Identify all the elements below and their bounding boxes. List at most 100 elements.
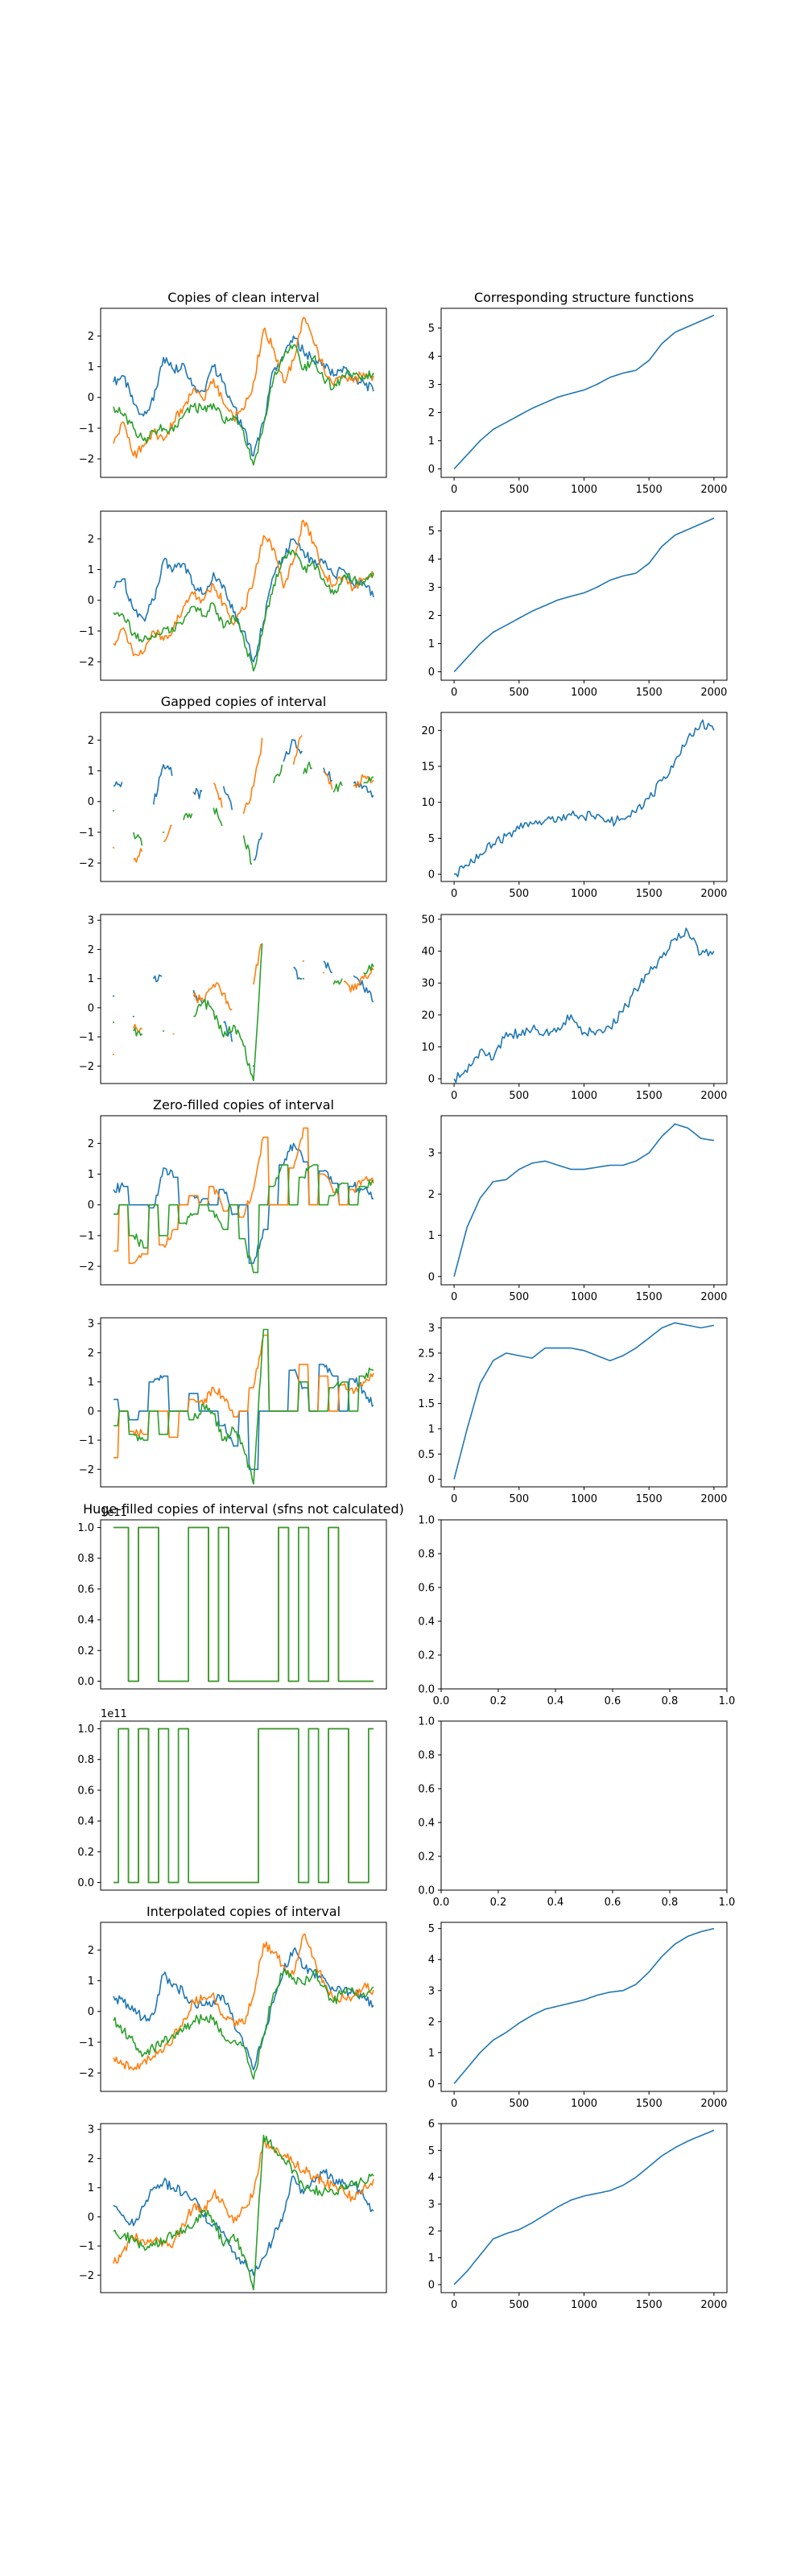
chart-r6c2-xtick-label: 500 xyxy=(509,1493,529,1505)
chart-r8c1-ytick-label: 0.2 xyxy=(77,1847,94,1859)
chart-r3c2-ytick-label: 0 xyxy=(428,869,435,881)
chart-r9c2-xtick-label: 1000 xyxy=(571,2098,597,2110)
chart-r7c1-ytick-label: 0.0 xyxy=(77,1676,94,1688)
chart-r2c2-plot-area xyxy=(441,511,727,680)
chart-r4c1-ytick-label: 3 xyxy=(88,915,94,927)
chart-r9c1-series-3-line xyxy=(113,1968,374,2080)
chart-r9c2-series-1-line xyxy=(453,1927,715,2084)
chart-r8c1-ytick-label: 0.4 xyxy=(77,1816,94,1828)
chart-r1c2-plot-area xyxy=(441,308,727,477)
chart-r7c1-title: Huge-filled copies of interval (sfns not… xyxy=(83,1501,404,1517)
chart-r10c1-ytick-label: 2 xyxy=(88,2153,94,2165)
chart-r6c1-ytick-label: 2 xyxy=(88,1348,94,1360)
chart-r1c1-series-1-line xyxy=(113,335,374,457)
chart-r9c1-ytick-label: 1 xyxy=(88,1975,94,1988)
chart-r4c2-xtick-label: 2000 xyxy=(700,1090,727,1102)
chart-r6c2-ytick-label: 1 xyxy=(428,1423,435,1435)
chart-r4c1-series-2-line xyxy=(133,1023,142,1033)
chart-r8c2-xtick-label: 0.8 xyxy=(662,1897,679,1909)
chart-r4c2-xtick-label: 1000 xyxy=(571,1090,597,1102)
chart-r6c1-ytick-label: 3 xyxy=(88,1319,94,1331)
chart-r6c1-series-3-line xyxy=(114,1328,374,1485)
chart-r3c2-ytick-label: 5 xyxy=(428,833,435,845)
chart-r8c2-xtick-label: 0.6 xyxy=(605,1897,621,1909)
chart-r7c2-ytick-label: 0.2 xyxy=(418,1650,435,1662)
chart-r6c1-plot-area xyxy=(101,1318,386,1487)
chart-r10c1: −2 −1 0 1 2 3 xyxy=(79,2123,387,2293)
chart-r10c1-ytick-label: −2 xyxy=(79,2270,94,2282)
chart-r2c1-frame xyxy=(100,510,387,681)
chart-r1c1-ytick-label: 2 xyxy=(88,331,94,343)
chart-r2c1-series-1-line xyxy=(113,538,374,663)
chart-r3c2: 0 5 10 15 20 0 500 1000 1500 2000 xyxy=(421,712,728,900)
chart-r2c2-xtick-label: 2000 xyxy=(700,687,727,699)
chart-r4c1-ytick-label: 1 xyxy=(88,973,94,985)
chart-r9c1-title: Interpolated copies of interval xyxy=(147,1904,341,1919)
chart-r3c1-plot-area xyxy=(101,712,386,881)
chart-r7c1-ytick-label: 0.8 xyxy=(77,1553,94,1565)
chart-r4c2-ytick-label: 20 xyxy=(421,1009,435,1022)
chart-r10c1-series-3-line xyxy=(113,2134,374,2291)
chart-r9c2-ytick-label: 5 xyxy=(428,1923,435,1935)
chart-r4c1-series-1-line xyxy=(153,974,163,983)
chart-r4c1-ytick-label: −2 xyxy=(79,1061,94,1073)
chart-r10c2-xtick-label: 1500 xyxy=(636,2299,663,2311)
chart-r1c2: 0 1 2 3 4 5 0 500 1000 1500 2000 Corresponding stru… xyxy=(428,290,728,496)
chart-r7c2-xtick-label: 0.6 xyxy=(605,1695,621,1707)
chart-r5c1-ytick-label: 2 xyxy=(88,1138,94,1150)
chart-r6c2-xtick-label: 2000 xyxy=(700,1493,727,1505)
chart-r5c2-xtick-label: 500 xyxy=(509,1291,529,1303)
chart-r1c2-ytick-label: 1 xyxy=(428,436,435,448)
chart-r6c2-xtick-label: 1000 xyxy=(571,1493,597,1505)
chart-r8c2-ytick-label: 0.0 xyxy=(418,1885,435,1897)
chart-r1c1-plot-area xyxy=(101,308,386,477)
chart-r2c2-xtick-label: 1500 xyxy=(636,687,663,699)
chart-r10c2-ytick-label: 4 xyxy=(428,2172,435,2184)
chart-r7c2-xtick-label: 1.0 xyxy=(719,1695,736,1707)
chart-r8c1-ytick-label: 0.6 xyxy=(77,1785,94,1797)
chart-r7c2-ytick-label: 0.6 xyxy=(418,1583,435,1595)
chart-r3c2-xtick-label: 1500 xyxy=(636,888,663,900)
chart-r6c1-ytick-label: 1 xyxy=(88,1377,94,1389)
chart-r6c2-ytick-label: 3 xyxy=(428,1323,435,1335)
chart-r3c1-series-2-line xyxy=(292,735,303,766)
chart-r10c2: 0 1 2 3 4 5 6 0 500 1000 1500 2000 xyxy=(428,2119,728,2311)
chart-r3c1-series-1-line xyxy=(113,781,123,787)
chart-r4c2-xtick-label: 1500 xyxy=(636,1090,663,1102)
chart-r3c2-xtick-label: 2000 xyxy=(700,888,727,900)
chart-r4c2-plot-area xyxy=(441,914,727,1084)
chart-r8c2: 0.0 0.2 0.4 0.6 0.8 1.0 0.0 0.2 0.4 0.6 0.8 1.0 xyxy=(418,1716,735,1909)
chart-r4c2-ytick-label: 0 xyxy=(428,1074,435,1086)
chart-r9c2: 0 1 2 3 4 5 0 500 1000 1500 2000 xyxy=(428,1922,728,2110)
chart-r9c2-plot-area xyxy=(441,1922,727,2091)
chart-r7c2-ytick-label: 1.0 xyxy=(418,1515,435,1527)
chart-r9c2-xtick-label: 2000 xyxy=(700,2098,727,2110)
chart-r6c1-ytick-label: −2 xyxy=(79,1464,94,1476)
chart-r2c2-series-1-line xyxy=(453,518,715,673)
chart-r4c1-series-1-line xyxy=(353,975,374,1003)
chart-r4c1-ytick-label: 2 xyxy=(88,944,94,956)
chart-r2c1-series-2-line xyxy=(113,519,374,657)
chart-r8c1-ytick-label: 1.0 xyxy=(77,1724,94,1736)
chart-r3c1-series-3-line xyxy=(332,781,343,793)
chart-r9c1-frame xyxy=(100,1922,387,2092)
chart-r5c1-frame xyxy=(100,1115,387,1286)
chart-r10c2-series-1-line xyxy=(453,2129,715,2285)
chart-r8c2-frame xyxy=(440,1720,728,1891)
chart-r10c2-xtick-label: 500 xyxy=(509,2299,529,2311)
chart-r10c2-ytick-label: 6 xyxy=(428,2119,435,2131)
chart-r9c2-xtick-label: 0 xyxy=(451,2098,457,2110)
chart-r3c1-series-1-line xyxy=(192,787,203,799)
chart-r1c1-title: Copies of clean interval xyxy=(167,290,319,305)
chart-r2c1-plot-area xyxy=(101,511,386,680)
chart-r2c2-xtick-label: 1000 xyxy=(571,687,597,699)
chart-r6c2-ytick-label: 0 xyxy=(428,1474,435,1486)
chart-r4c1-series-2-line xyxy=(253,943,263,985)
chart-r9c1-series-2-line xyxy=(113,1933,374,2071)
chart-r7c1-plot-area xyxy=(101,1520,386,1689)
chart-r1c2-xtick-label: 2000 xyxy=(700,484,727,496)
chart-r8c2-plot-area xyxy=(441,1721,727,1890)
chart-r5c2-xtick-label: 2000 xyxy=(700,1291,727,1303)
chart-r5c2-xtick-label: 1000 xyxy=(571,1291,597,1303)
chart-r5c1-ytick-label: 1 xyxy=(88,1169,94,1181)
